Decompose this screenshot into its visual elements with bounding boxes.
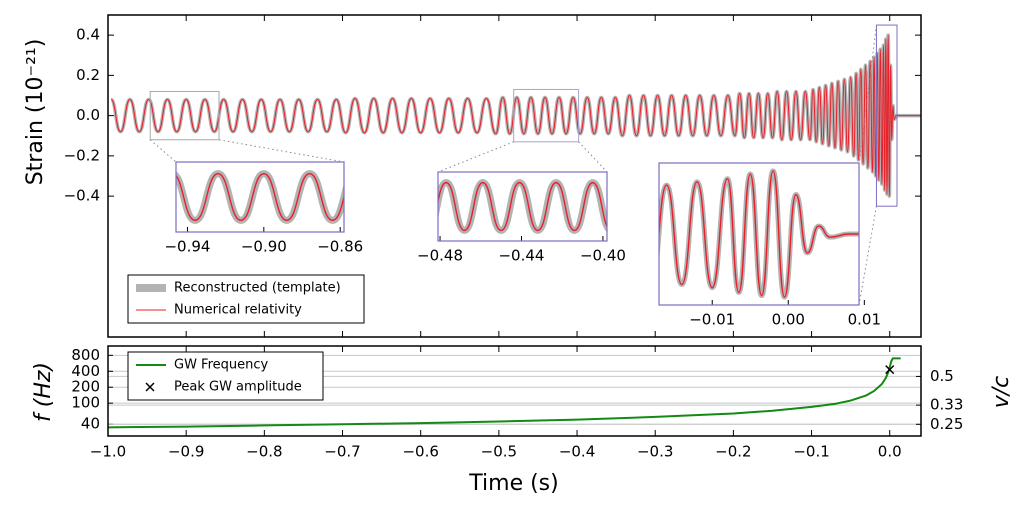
y-tick-label: 0.2 [76,66,100,84]
x-tick-label: −0.7 [324,443,360,461]
peak-marker [885,365,895,375]
zoom-connector [858,206,877,306]
x-tick-label: −0.3 [637,443,673,461]
x-tick-label: −0.8 [246,443,282,461]
y-tick-label: 800 [71,346,100,364]
waveform [110,34,921,197]
inset-x-tick-label: 0.01 [848,311,881,329]
zoom-box [149,90,220,141]
plot-frame [107,14,922,338]
zoom-box [513,88,580,143]
y-tick-label: 40 [81,415,100,433]
x-tick-label: −0.2 [715,443,751,461]
zoom-connector [218,139,345,163]
inset-frame [658,162,860,306]
x-axis-label: Time (s) [468,471,558,496]
y-tick-label: 400 [71,362,100,380]
legend-box [127,274,365,324]
inset-x-tick-label: −0.40 [580,247,626,265]
zoom-connector [578,141,608,173]
y-tick-label: 0.0 [76,106,100,124]
y-tick-label: 100 [71,394,100,412]
inset-x-tick-label: −0.48 [417,247,463,265]
y2-axis-label: v/c [989,376,1014,409]
y-axis-label: f (Hz) [31,362,56,422]
zoom-box [875,24,898,207]
legend-label: Reconstructed (template) [174,281,341,296]
x-tick-label: −0.6 [402,443,438,461]
zoom-connector [858,24,877,164]
y2-tick-label: 0.33 [930,396,963,414]
y-axis-label: Strain (10⁻²¹) [23,39,48,186]
x-tick-label: −0.4 [559,443,595,461]
x-tick-label: −0.9 [168,443,204,461]
y2-tick-label: 0.25 [930,415,963,433]
inset-x-tick-label: −0.94 [164,238,210,256]
y-tick-label: −0.4 [64,187,100,205]
zoom-connector [149,139,177,163]
inset-x-tick-label: 0.00 [772,311,805,329]
x-tick-label: −0.1 [793,443,829,461]
x-tick-label: −0.5 [481,443,517,461]
inset-x-tick-label: −0.86 [317,238,363,256]
y-tick-label: 200 [71,378,100,396]
y-tick-label: −0.2 [64,146,100,164]
y-tick-label: 0.4 [76,26,100,44]
legend-label: Peak GW amplitude [174,380,302,395]
plot-frame [107,345,922,437]
inset-x-tick-label: −0.01 [689,311,735,329]
inset-x-tick-label: −0.44 [498,247,544,265]
x-tick-label: 0.0 [878,443,902,461]
legend-marker [145,382,155,392]
legend-box [127,351,324,401]
legend-label: GW Frequency [174,358,269,373]
inset-x-tick-label: −0.90 [241,238,287,256]
y2-tick-label: 0.5 [930,367,954,385]
inset-frame [175,161,345,233]
x-tick-label: −1.0 [90,443,126,461]
legend-label: Numerical relativity [174,303,302,318]
zoom-connector [437,141,514,173]
inset-frame [437,171,608,242]
